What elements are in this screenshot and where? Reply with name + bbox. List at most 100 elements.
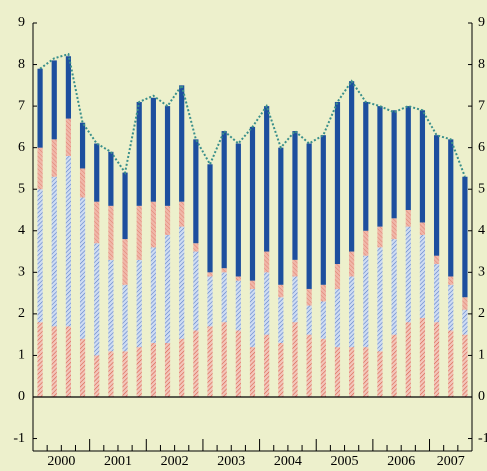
y2-tick-label: 1 xyxy=(478,348,485,363)
bar-segment xyxy=(264,106,270,252)
bar-segment xyxy=(94,201,100,244)
bar-segment xyxy=(65,118,72,156)
bar-segment xyxy=(363,347,369,397)
y2-tick-label: 3 xyxy=(478,265,485,280)
x-tick-label: 2001 xyxy=(104,454,132,469)
bar-segment xyxy=(235,330,241,397)
bar-segment xyxy=(306,143,312,289)
bar-segment xyxy=(37,322,43,397)
bar-segment xyxy=(122,239,128,285)
bar-segment xyxy=(419,110,426,223)
bar-segment xyxy=(292,276,298,323)
bar-segment xyxy=(136,101,142,206)
x-tick-label: 2007 xyxy=(437,454,465,469)
bar-segment xyxy=(349,347,355,397)
y-tick-label: -1 xyxy=(13,431,25,446)
bar-segment xyxy=(334,101,341,265)
bar-segment xyxy=(249,347,256,397)
bar-segment xyxy=(306,288,312,306)
bar-segment xyxy=(164,342,171,397)
y-tick-label: 7 xyxy=(18,98,25,113)
bar-segment xyxy=(278,147,284,285)
bar-segment xyxy=(292,322,298,397)
bar-segment xyxy=(207,326,213,397)
bar-segment xyxy=(108,151,114,206)
bar-segment xyxy=(136,205,142,260)
bar-segment xyxy=(278,342,284,397)
bar-segment xyxy=(164,106,171,206)
bar-segment xyxy=(391,334,397,397)
x-tick-label: 2002 xyxy=(161,454,189,469)
bar-segment xyxy=(264,272,270,335)
y2-tick-label: 8 xyxy=(478,57,485,72)
y2-tick-label: 2 xyxy=(478,306,485,321)
bar-segment xyxy=(37,189,43,323)
bar-segment xyxy=(94,143,100,202)
bar-segment xyxy=(306,305,312,335)
total-line xyxy=(39,52,466,178)
bar-segment xyxy=(164,234,171,343)
bar-segment xyxy=(65,155,72,327)
y-tick-label: 9 xyxy=(18,15,25,30)
bar-segment xyxy=(221,322,227,397)
bar-segment xyxy=(334,264,341,289)
bar-segment xyxy=(320,284,326,302)
bar-segment xyxy=(363,101,369,231)
bar-segment xyxy=(193,251,199,331)
bar-segment xyxy=(221,131,227,269)
bar-segment xyxy=(164,205,171,235)
bar-segment xyxy=(433,135,440,256)
y-tick-label: 4 xyxy=(18,223,25,238)
bar-segment xyxy=(221,272,227,323)
bar-segment xyxy=(37,147,43,190)
bar-segment xyxy=(264,334,270,397)
bar-segment xyxy=(235,276,241,281)
bar-segment xyxy=(150,342,156,397)
bar-segment xyxy=(320,301,326,339)
bar-segment xyxy=(278,284,284,298)
bar-segment xyxy=(292,131,298,260)
bar-segment xyxy=(179,201,185,227)
bar-segment xyxy=(249,288,256,348)
bar-segment xyxy=(108,351,114,397)
bar-segment xyxy=(349,81,355,252)
bar-segment xyxy=(150,97,156,202)
bar-segment xyxy=(207,272,213,277)
bar-segment xyxy=(235,143,241,277)
bar-segment xyxy=(377,247,383,352)
bar-segment xyxy=(179,226,185,339)
bar-segment xyxy=(51,326,57,397)
bar-segment xyxy=(193,243,199,252)
bar-segment xyxy=(37,68,43,148)
bar-segment xyxy=(179,85,185,202)
bar-segment xyxy=(108,205,114,260)
bar-segment xyxy=(235,280,241,331)
bar-segment xyxy=(207,164,213,273)
y-tick-label: 3 xyxy=(18,265,25,280)
bar-segment xyxy=(65,326,72,397)
bar-segment xyxy=(377,226,383,248)
bar-segment xyxy=(292,259,298,277)
bar-segment xyxy=(320,135,326,285)
y2-tick-label: 5 xyxy=(478,181,485,196)
y-tick-label: 0 xyxy=(18,389,25,404)
y-tick-label: 8 xyxy=(18,57,25,72)
bar-segment xyxy=(334,288,341,348)
y2-tick-label: 0 xyxy=(478,389,485,404)
bar-segment xyxy=(193,139,199,244)
bar-segment xyxy=(363,230,369,256)
y2-tick-label: 7 xyxy=(478,98,485,113)
bar-segment xyxy=(405,226,411,323)
x-tick-label: 2003 xyxy=(217,454,245,469)
bar-segment xyxy=(65,56,72,119)
y-tick-label: 5 xyxy=(18,181,25,196)
bar-segment xyxy=(207,276,213,327)
bar-segment xyxy=(136,347,142,397)
y-tick-label: 2 xyxy=(18,306,25,321)
bar-segment xyxy=(94,355,100,397)
bar-segment xyxy=(448,284,454,331)
bar-segment xyxy=(377,351,383,397)
bar-segment xyxy=(79,122,86,169)
bar-segment xyxy=(462,297,468,310)
